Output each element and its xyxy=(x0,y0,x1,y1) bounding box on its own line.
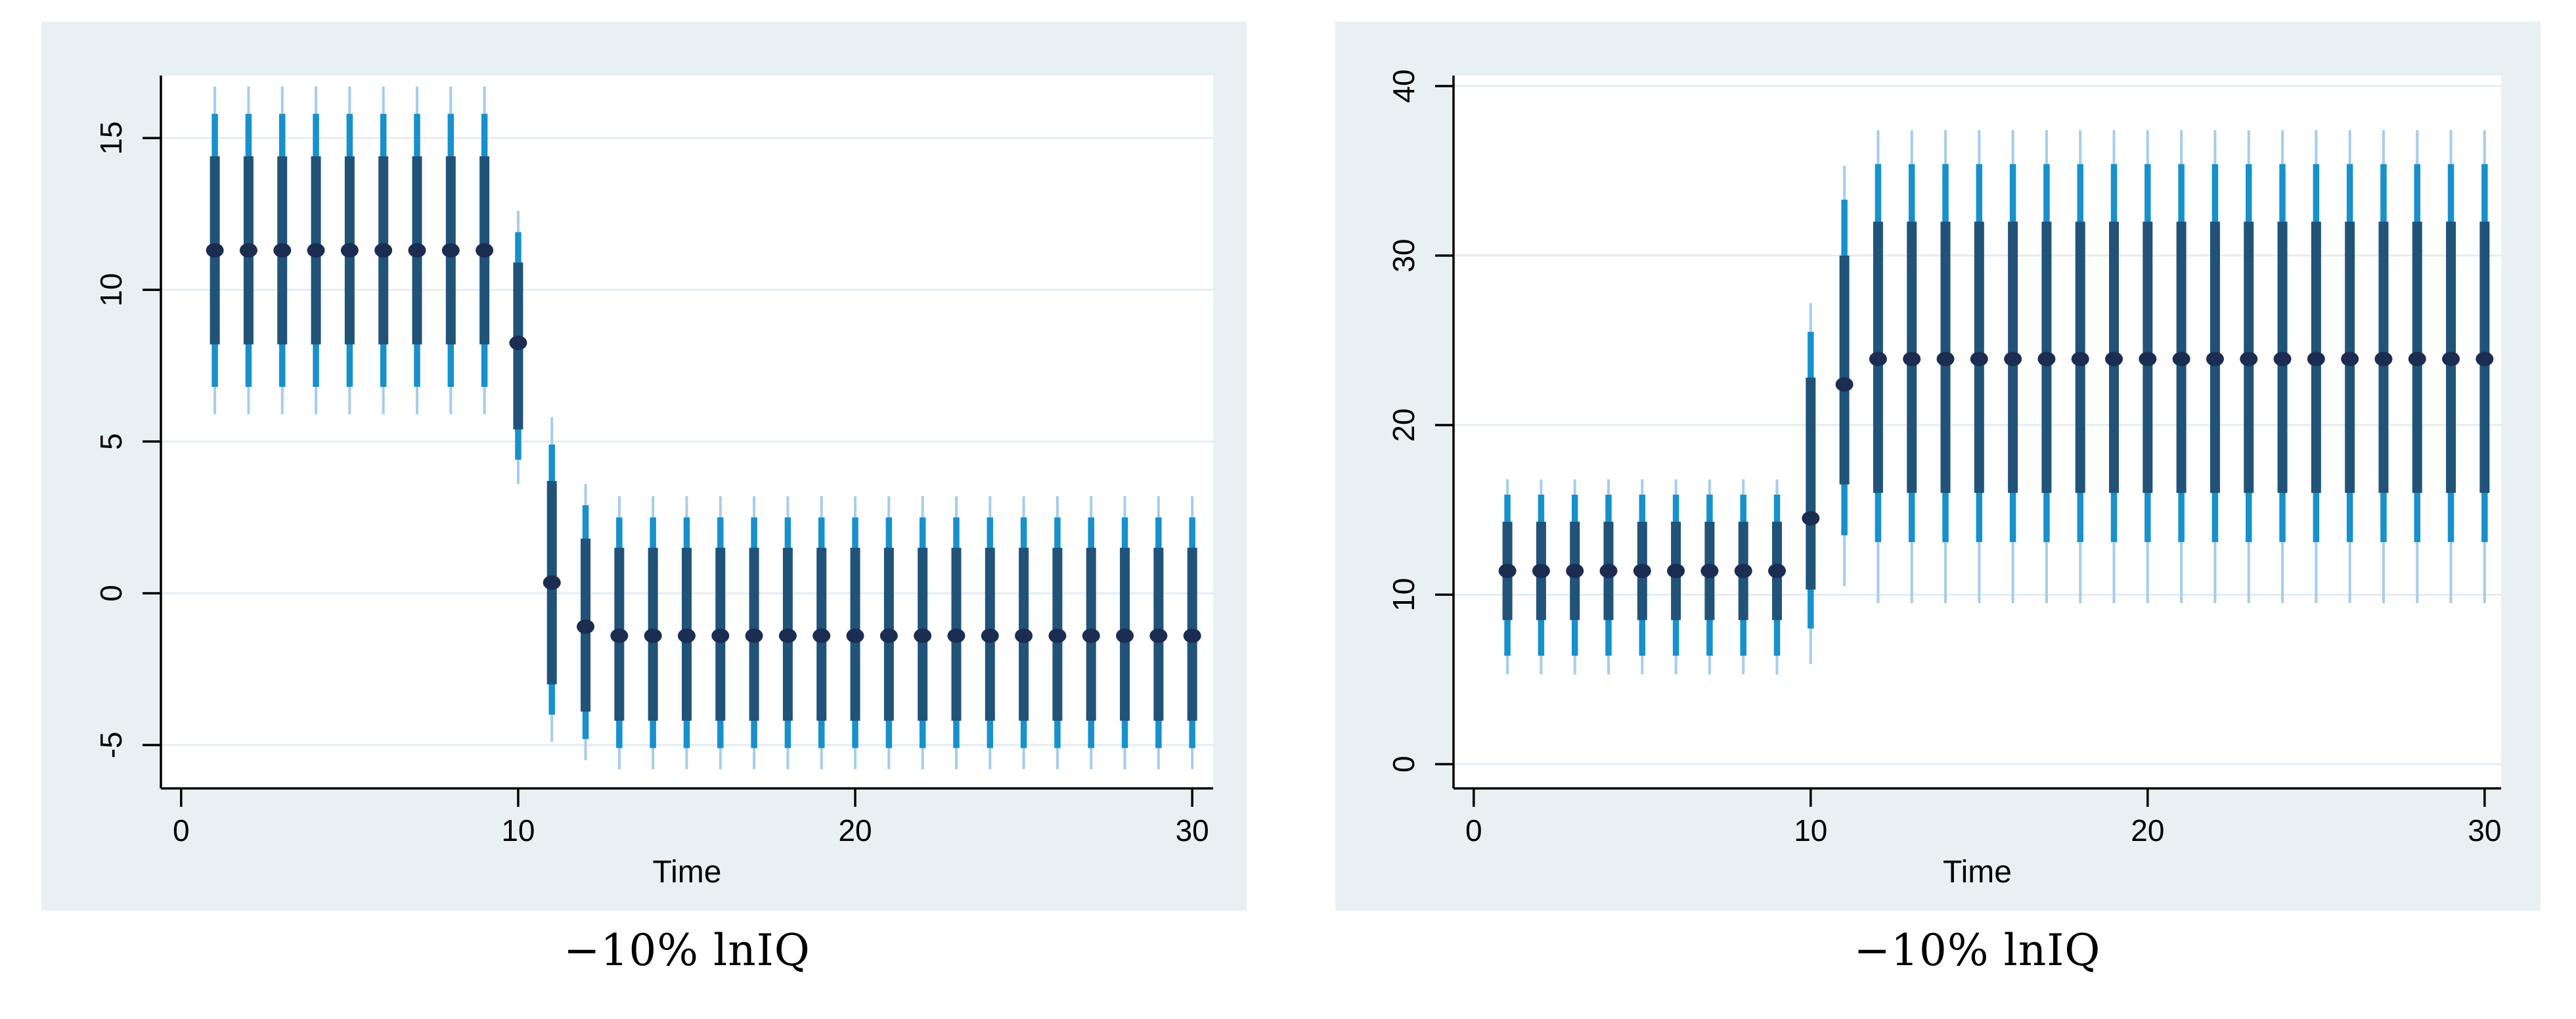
median-point xyxy=(509,335,527,350)
y-tick-label: 0 xyxy=(1387,756,1421,773)
median-point xyxy=(1566,563,1584,578)
median-point xyxy=(206,243,224,258)
median-point xyxy=(2206,351,2224,367)
median-point xyxy=(1936,351,1955,367)
y-tick-label: 5 xyxy=(94,433,128,450)
median-point xyxy=(644,628,662,643)
median-point xyxy=(2307,351,2325,367)
median-point xyxy=(745,628,763,643)
median-point xyxy=(1700,563,1719,578)
median-point xyxy=(307,243,325,258)
median-point xyxy=(2341,351,2359,367)
median-point xyxy=(2408,351,2426,367)
median-point xyxy=(1183,628,1201,643)
median-point xyxy=(1633,563,1651,578)
median-point xyxy=(2004,351,2022,367)
y-tick-label: 10 xyxy=(94,273,128,307)
median-point xyxy=(340,243,359,258)
y-tick-label: 30 xyxy=(1387,238,1421,272)
median-point xyxy=(374,243,393,258)
median-point xyxy=(2240,351,2258,367)
median-point xyxy=(1532,563,1550,578)
median-point xyxy=(1082,628,1100,643)
median-point xyxy=(2105,351,2123,367)
median-point xyxy=(2442,351,2460,367)
median-point xyxy=(577,619,595,634)
median-point xyxy=(1048,628,1067,643)
median-point xyxy=(1768,563,1787,578)
median-point xyxy=(812,628,831,643)
median-point xyxy=(914,628,932,643)
x-tick-label: 30 xyxy=(2468,813,2501,848)
median-point xyxy=(1599,563,1618,578)
x-tick-label: 10 xyxy=(1794,813,1827,848)
y-tick-label: 0 xyxy=(94,585,128,602)
left-chart-svg: 15 10 5 0 -5 0 10 20 30 Time xyxy=(94,76,1213,890)
median-point xyxy=(677,628,696,643)
median-point xyxy=(947,628,966,643)
y-tick-label: -5 xyxy=(94,731,128,758)
median-point xyxy=(1903,351,1921,367)
median-point xyxy=(1802,510,1820,526)
x-tick-label: 0 xyxy=(1465,813,1482,848)
median-point xyxy=(441,243,460,258)
median-point xyxy=(879,628,898,643)
median-point xyxy=(1149,628,1168,643)
y-tick-label: 15 xyxy=(94,122,128,155)
median-point xyxy=(239,243,257,258)
axes: 15 10 5 0 -5 0 10 20 30 Time xyxy=(94,76,1213,890)
median-point xyxy=(2071,351,2089,367)
median-point xyxy=(543,575,561,590)
median-point xyxy=(2172,351,2190,367)
median-point xyxy=(846,628,864,643)
x-tick-label: 20 xyxy=(838,813,872,848)
median-point xyxy=(981,628,999,643)
median-point xyxy=(2374,351,2393,367)
right-chart-caption: −10% lnIQ xyxy=(1854,925,2101,976)
median-point xyxy=(2139,351,2157,367)
median-point xyxy=(1015,628,1033,643)
median-point xyxy=(1116,628,1134,643)
left-chart-caption: −10% lnIQ xyxy=(564,925,811,976)
median-point xyxy=(1734,563,1752,578)
axes: 40 30 20 10 0 0 10 20 30 Time xyxy=(1387,69,2501,890)
y-tick-label: 20 xyxy=(1387,408,1421,442)
median-point xyxy=(1869,351,1887,367)
right-chart-svg: 40 30 20 10 0 0 10 20 30 Time xyxy=(1387,69,2501,890)
median-point xyxy=(1667,563,1685,578)
median-point xyxy=(2273,351,2292,367)
median-point xyxy=(1835,377,1854,392)
median-point xyxy=(408,243,426,258)
gridlines xyxy=(1454,85,2501,765)
median-point xyxy=(2476,351,2494,367)
median-point xyxy=(1970,351,1988,367)
y-tick-label: 10 xyxy=(1387,577,1421,611)
median-point xyxy=(711,628,730,643)
left-chart-panel: 15 10 5 0 -5 0 10 20 30 Time xyxy=(41,22,1247,911)
y-tick-label: 40 xyxy=(1387,69,1421,102)
x-tick-label: 0 xyxy=(173,813,190,848)
median-point xyxy=(273,243,292,258)
x-tick-label: 30 xyxy=(1176,813,1209,848)
x-axis-title: Time xyxy=(1943,855,2012,890)
median-point xyxy=(1498,563,1517,578)
median-point xyxy=(610,628,629,643)
median-point xyxy=(778,628,797,643)
x-tick-label: 10 xyxy=(501,813,535,848)
median-point xyxy=(2037,351,2056,367)
interval-series xyxy=(206,86,1201,769)
interval-series xyxy=(1498,130,2494,675)
median-point xyxy=(476,243,494,258)
right-chart-panel: 40 30 20 10 0 0 10 20 30 Time xyxy=(1335,22,2541,911)
x-axis-title: Time xyxy=(653,855,722,890)
x-tick-label: 20 xyxy=(2131,813,2164,848)
